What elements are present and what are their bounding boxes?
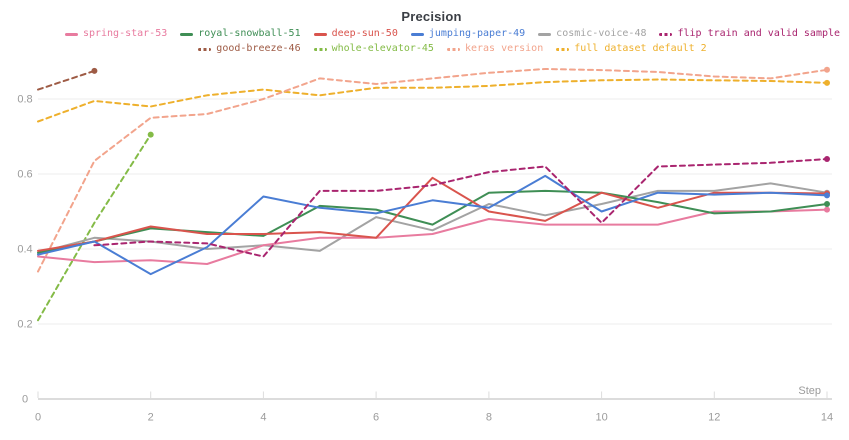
series-endpoint-spring-star-53[interactable] bbox=[824, 206, 830, 213]
series-endpoint-flip-train-and-valid-sample[interactable] bbox=[824, 156, 830, 162]
legend-label: flip train and valid sample bbox=[677, 28, 841, 39]
solid-line-swatch-icon bbox=[538, 32, 552, 36]
series-endpoint-keras-version[interactable] bbox=[824, 66, 830, 73]
legend-item-royal-snowball-51[interactable]: royal-snowball-51 bbox=[180, 27, 301, 41]
legend-label: royal-snowball-51 bbox=[198, 28, 301, 39]
legend-label: jumping-paper-49 bbox=[428, 28, 526, 39]
legend-row-2: good-breeze-46 whole-elevator-45 keras ver… bbox=[0, 42, 849, 56]
series-line-spring-star-53[interactable] bbox=[37, 208, 828, 265]
legend-label: spring-star-53 bbox=[82, 28, 168, 39]
dashed-line-swatch-icon bbox=[659, 32, 673, 36]
solid-line-swatch-icon bbox=[410, 32, 424, 36]
x-tick-label: 4 bbox=[260, 412, 266, 424]
series-endpoint-royal-snowball-51[interactable] bbox=[824, 201, 830, 207]
legend-item-flip-train-and-valid-sample[interactable]: flip train and valid sample bbox=[659, 27, 840, 41]
y-tick-label: 0.8 bbox=[17, 94, 32, 106]
series-endpoint-jumping-paper-49[interactable] bbox=[824, 192, 830, 199]
x-axis-title: Step bbox=[798, 385, 821, 397]
dashed-line-swatch-icon bbox=[198, 47, 212, 51]
series-endpoint-whole-elevator-45[interactable] bbox=[147, 131, 154, 138]
legend-item-jumping-paper-49[interactable]: jumping-paper-49 bbox=[410, 27, 526, 41]
dashed-line-swatch-icon bbox=[446, 47, 460, 51]
series-line-whole-elevator-45[interactable] bbox=[37, 133, 152, 322]
series-endpoint-full-dataset-default-2[interactable] bbox=[824, 79, 830, 86]
legend-label: good-breeze-46 bbox=[216, 43, 301, 54]
solid-line-swatch-icon bbox=[313, 32, 327, 36]
y-tick-label: 0 bbox=[22, 394, 28, 406]
x-tick-label: 14 bbox=[821, 412, 833, 424]
legend-item-whole-elevator-45[interactable]: whole-elevator-45 bbox=[313, 42, 434, 56]
x-tick-label: 8 bbox=[486, 412, 492, 424]
y-tick-label: 0.2 bbox=[17, 319, 32, 331]
x-tick-label: 10 bbox=[595, 412, 607, 424]
series-line-full-dataset-default-2[interactable] bbox=[37, 78, 828, 123]
series-line-jumping-paper-49[interactable] bbox=[37, 174, 828, 276]
x-tick-label: 12 bbox=[708, 412, 720, 424]
legend-row-1: spring-star-53 royal-snowball-51 deep-sun-… bbox=[0, 27, 849, 41]
series-line-keras-version[interactable] bbox=[37, 68, 828, 273]
legend-label: whole-elevator-45 bbox=[331, 43, 434, 54]
legend-label: deep-sun-50 bbox=[331, 28, 398, 39]
series-line-flip-train-and-valid-sample[interactable] bbox=[93, 158, 828, 258]
solid-line-swatch-icon bbox=[64, 32, 78, 36]
y-tick-label: 0.6 bbox=[17, 169, 32, 181]
legend-item-good-breeze-46[interactable]: good-breeze-46 bbox=[198, 42, 301, 56]
legend-item-keras-version[interactable]: keras version bbox=[446, 42, 544, 56]
dashed-line-swatch-icon bbox=[313, 47, 327, 51]
x-tick-label: 0 bbox=[35, 412, 41, 424]
series-line-deep-sun-50[interactable] bbox=[37, 176, 828, 252]
solid-line-swatch-icon bbox=[180, 32, 194, 36]
series-line-good-breeze-46[interactable] bbox=[37, 69, 96, 91]
legend-label: keras version bbox=[464, 43, 544, 54]
legend-item-spring-star-53[interactable]: spring-star-53 bbox=[64, 27, 168, 41]
series-line-cosmic-voice-48[interactable] bbox=[37, 182, 828, 254]
legend-item-full-dataset-default-2[interactable]: full dataset default 2 bbox=[556, 42, 707, 56]
x-tick-label: 2 bbox=[148, 412, 154, 424]
series-endpoint-good-breeze-46[interactable] bbox=[91, 67, 98, 74]
legend-label: cosmic-voice-48 bbox=[556, 28, 647, 39]
dashed-line-swatch-icon bbox=[556, 47, 570, 51]
legend-item-deep-sun-50[interactable]: deep-sun-50 bbox=[313, 27, 398, 41]
legend-label: full dataset default 2 bbox=[574, 43, 707, 54]
legend-item-cosmic-voice-48[interactable]: cosmic-voice-48 bbox=[538, 27, 646, 41]
x-tick-label: 6 bbox=[373, 412, 379, 424]
y-tick-label: 0.4 bbox=[17, 244, 32, 256]
